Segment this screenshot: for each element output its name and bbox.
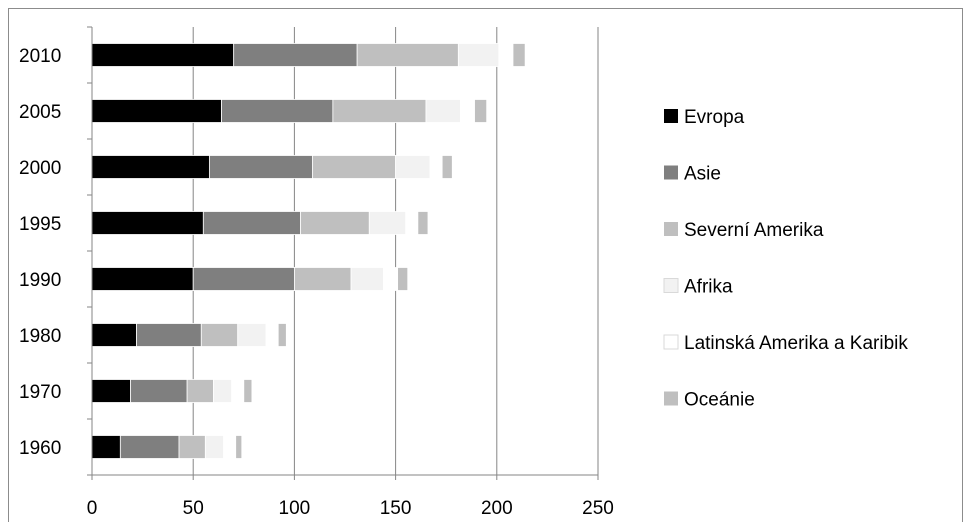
bar-segment: [213, 379, 233, 403]
bar-segment: [208, 155, 314, 179]
x-tick-label: 200: [481, 498, 513, 519]
legend-label: Asie: [684, 164, 721, 185]
bar-segment: [425, 99, 461, 123]
bar-segment: [136, 323, 202, 347]
bar-segment: [231, 379, 245, 403]
bar-segment: [202, 211, 301, 235]
bar-segment: [119, 435, 180, 459]
bar-segment: [235, 435, 243, 459]
bar-segment: [204, 435, 224, 459]
x-tick-label: 250: [582, 498, 614, 519]
legend-swatch: [664, 109, 678, 123]
bar-segment: [397, 267, 409, 291]
bar-segment: [368, 211, 407, 235]
legend-swatch: [663, 278, 679, 293]
bar-segment: [383, 267, 399, 291]
bar-segment: [459, 99, 475, 123]
bars: [91, 43, 526, 459]
legend: Evropa Asie Severní Amerika Afrika Latinská …: [663, 107, 908, 411]
legend-swatch: [664, 391, 678, 406]
bar-segment: [91, 379, 131, 403]
bar-segment: [429, 155, 443, 179]
bar-segment: [223, 435, 237, 459]
bar-segment: [350, 267, 384, 291]
bar-segment: [130, 379, 188, 403]
legend-label: Afrika: [684, 277, 733, 298]
legend-swatch: [663, 334, 679, 350]
bar-segment: [441, 155, 453, 179]
category-label: 1995: [19, 214, 61, 235]
bar-segment: [457, 43, 500, 67]
x-tick-label: 100: [279, 498, 311, 519]
bar-segment: [233, 43, 358, 67]
gridlines: [192, 27, 599, 475]
bar-segment: [498, 43, 514, 67]
bar-segment: [91, 211, 204, 235]
bar-segment: [300, 211, 370, 235]
bar-segment: [332, 99, 427, 123]
bar-segment: [221, 99, 334, 123]
tick-labels: 0 50 100 150 200 250: [87, 498, 614, 519]
category-label: 2000: [19, 158, 61, 179]
legend-swatch: [664, 165, 678, 180]
axes: [87, 26, 599, 480]
bar-segment: [265, 323, 279, 347]
bar-segment: [186, 379, 214, 403]
legend-label: Latinská Amerika a Karibik: [684, 333, 908, 354]
bar-segment: [474, 99, 488, 123]
legend-label: Evropa: [684, 107, 745, 128]
x-tick-label: 0: [87, 498, 98, 519]
legend-label: Oceánie: [684, 390, 755, 411]
category-labels: 2010 2005 2000 1995 1990 1980 1970 1960: [19, 46, 61, 459]
bar-segment: [200, 323, 239, 347]
bar-segment: [405, 211, 419, 235]
bar-segment: [192, 267, 295, 291]
category-label: 2010: [19, 46, 61, 67]
legend-swatch: [664, 222, 678, 236]
bar-segment: [243, 379, 253, 403]
bar-segment: [91, 435, 121, 459]
bar-segment: [312, 155, 396, 179]
bar-segment: [512, 43, 526, 67]
bar-segment: [91, 43, 235, 67]
category-label: 1990: [19, 270, 61, 291]
bar-segment: [91, 323, 137, 347]
bar-segment: [277, 323, 287, 347]
bar-segment: [178, 435, 206, 459]
bar-segment: [395, 155, 431, 179]
x-tick-label: 150: [380, 498, 412, 519]
legend-label: Severní Amerika: [684, 220, 824, 241]
bar-segment: [91, 155, 210, 179]
bar-segment: [356, 43, 459, 67]
x-tick-label: 50: [183, 498, 204, 519]
category-label: 1960: [19, 438, 61, 459]
bar-segment: [417, 211, 429, 235]
bar-segment: [91, 99, 222, 123]
category-label: 1980: [19, 326, 61, 347]
bar-segment: [237, 323, 267, 347]
bar-segment: [293, 267, 352, 291]
category-label: 2005: [19, 102, 61, 123]
category-label: 1970: [19, 382, 61, 403]
bar-segment: [91, 267, 194, 291]
